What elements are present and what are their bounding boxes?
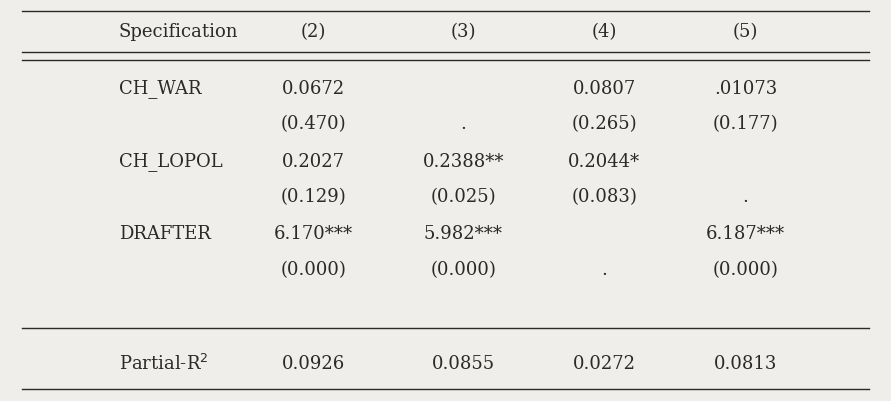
Text: 0.2044*: 0.2044*	[568, 152, 641, 170]
Text: Partial-R$^2$: Partial-R$^2$	[119, 353, 208, 373]
Text: 0.2027: 0.2027	[282, 152, 345, 170]
Text: (0.083): (0.083)	[571, 188, 637, 206]
Text: .: .	[461, 115, 466, 133]
Text: 0.0813: 0.0813	[714, 354, 777, 373]
Text: (3): (3)	[451, 23, 476, 41]
Text: (0.000): (0.000)	[430, 260, 496, 278]
Text: (2): (2)	[300, 23, 326, 41]
Text: 0.2388**: 0.2388**	[422, 152, 504, 170]
Text: .: .	[601, 260, 608, 278]
Text: .: .	[743, 188, 748, 206]
Text: (0.129): (0.129)	[281, 188, 346, 206]
Text: 6.170***: 6.170***	[274, 225, 353, 243]
Text: (0.025): (0.025)	[430, 188, 496, 206]
Text: 5.982***: 5.982***	[423, 225, 503, 243]
Text: 0.0272: 0.0272	[573, 354, 636, 373]
Text: 0.0807: 0.0807	[573, 80, 636, 97]
Text: DRAFTER: DRAFTER	[119, 225, 211, 243]
Text: .01073: .01073	[714, 80, 777, 97]
Text: 0.0672: 0.0672	[282, 80, 345, 97]
Text: (0.265): (0.265)	[571, 115, 637, 133]
Text: 0.0855: 0.0855	[431, 354, 495, 373]
Text: (4): (4)	[592, 23, 617, 41]
Text: (0.000): (0.000)	[713, 260, 779, 278]
Text: (0.177): (0.177)	[713, 115, 779, 133]
Text: (0.000): (0.000)	[280, 260, 346, 278]
Text: 0.0926: 0.0926	[282, 354, 345, 373]
Text: CH_LOPOL: CH_LOPOL	[119, 152, 223, 171]
Text: 6.187***: 6.187***	[706, 225, 785, 243]
Text: CH_WAR: CH_WAR	[119, 79, 201, 98]
Text: (0.470): (0.470)	[281, 115, 346, 133]
Text: Specification: Specification	[119, 23, 239, 41]
Text: (5): (5)	[733, 23, 758, 41]
